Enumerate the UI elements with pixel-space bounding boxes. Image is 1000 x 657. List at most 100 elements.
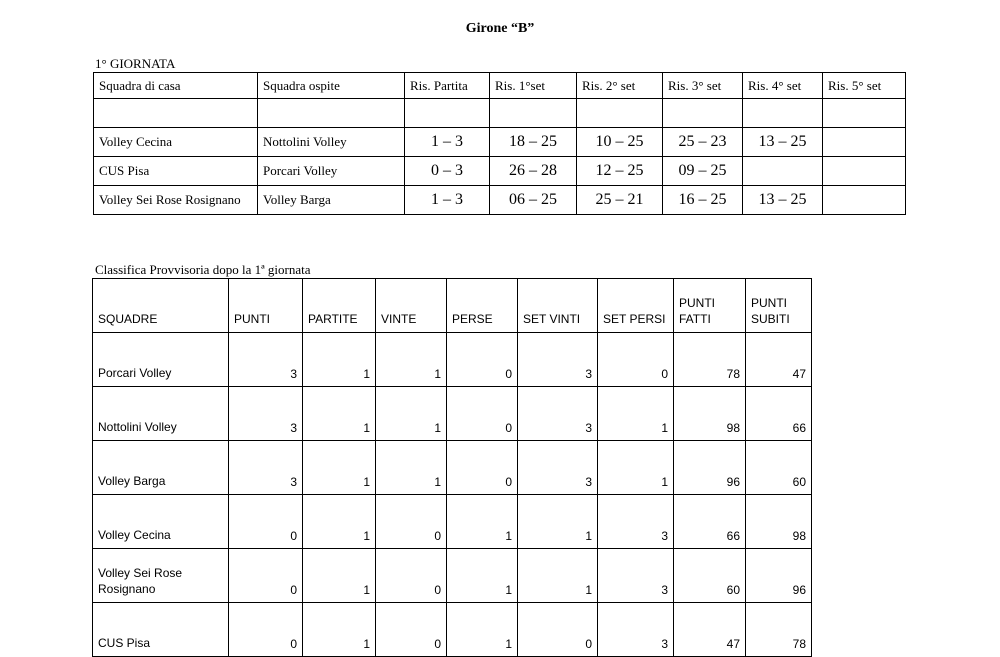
stat-cell: 0 bbox=[446, 386, 518, 441]
stat-cell: 3 bbox=[597, 548, 674, 603]
score-cell bbox=[742, 156, 823, 186]
stat-cell: 0 bbox=[375, 494, 447, 549]
stat-cell: 3 bbox=[517, 386, 598, 441]
score-cell: 06 – 25 bbox=[489, 185, 577, 215]
stat-cell: 3 bbox=[228, 386, 303, 441]
stat-cell: 78 bbox=[745, 602, 812, 657]
column-header: Ris. 3° set bbox=[662, 72, 743, 99]
page-title: Girone “B” bbox=[465, 21, 535, 36]
stat-cell: 1 bbox=[302, 494, 376, 549]
team-cell: Volley Cecina bbox=[93, 127, 258, 157]
score-cell: 18 – 25 bbox=[489, 127, 577, 157]
team-cell: Volley Barga bbox=[257, 185, 405, 215]
table-row: CUS Pisa Porcari Volley 0 – 3 26 – 28 12 – 2… bbox=[93, 156, 906, 186]
column-header: PARTITE bbox=[302, 278, 376, 333]
stat-cell: 1 bbox=[375, 332, 447, 387]
table-row: Volley Barga 3 1 1 0 3 1 96 60 bbox=[92, 440, 812, 495]
column-header: SET VINTI bbox=[517, 278, 598, 333]
table-row bbox=[93, 98, 906, 128]
column-header: PUNTI SUBITI bbox=[745, 278, 812, 333]
stat-cell: 0 bbox=[228, 548, 303, 603]
score-cell: 26 – 28 bbox=[489, 156, 577, 186]
team-cell: Porcari Volley bbox=[92, 332, 229, 387]
table-row: Volley Sei Rose Rosignano Volley Barga 1 –… bbox=[93, 185, 906, 215]
standings-table: SQUADRE PUNTI PARTITE VINTE PERSE SET VINTI SE… bbox=[92, 278, 812, 657]
stat-cell: 98 bbox=[673, 386, 746, 441]
team-cell: CUS Pisa bbox=[92, 602, 229, 657]
score-cell: 1 – 3 bbox=[404, 185, 490, 215]
results-header-row: Squadra di casa Squadra ospite Ris. Partit… bbox=[93, 72, 906, 99]
table-row: Nottolini Volley 3 1 1 0 3 1 98 66 bbox=[92, 386, 812, 441]
team-cell: Volley Sei Rose Rosignano bbox=[92, 548, 229, 603]
stat-cell: 47 bbox=[745, 332, 812, 387]
score-cell: 13 – 25 bbox=[742, 185, 823, 215]
score-cell bbox=[822, 127, 906, 157]
stat-cell: 1 bbox=[302, 602, 376, 657]
stat-cell: 1 bbox=[302, 332, 376, 387]
score-cell bbox=[489, 98, 577, 128]
column-header: Squadra ospite bbox=[257, 72, 405, 99]
team-cell: CUS Pisa bbox=[93, 156, 258, 186]
stat-cell: 1 bbox=[302, 440, 376, 495]
score-cell: 16 – 25 bbox=[662, 185, 743, 215]
stat-cell: 0 bbox=[446, 440, 518, 495]
stat-cell: 0 bbox=[446, 332, 518, 387]
stat-cell: 1 bbox=[597, 440, 674, 495]
team-cell: Volley Cecina bbox=[92, 494, 229, 549]
column-header: Ris. 2° set bbox=[576, 72, 663, 99]
stat-cell: 1 bbox=[302, 386, 376, 441]
column-header: Ris. 5° set bbox=[822, 72, 906, 99]
stat-cell: 47 bbox=[673, 602, 746, 657]
column-header: SET PERSI bbox=[597, 278, 674, 333]
table-row: Volley Cecina 0 1 0 1 1 3 66 98 bbox=[92, 494, 812, 549]
score-cell bbox=[822, 156, 906, 186]
team-cell: Volley Barga bbox=[92, 440, 229, 495]
stat-cell: 98 bbox=[745, 494, 812, 549]
stat-cell: 1 bbox=[446, 494, 518, 549]
stat-cell: 0 bbox=[375, 602, 447, 657]
score-cell bbox=[576, 98, 663, 128]
column-header: PUNTI FATTI bbox=[673, 278, 746, 333]
stat-cell: 3 bbox=[517, 440, 598, 495]
team-cell bbox=[257, 98, 405, 128]
stat-cell: 3 bbox=[517, 332, 598, 387]
score-cell: 25 – 23 bbox=[662, 127, 743, 157]
stat-cell: 60 bbox=[673, 548, 746, 603]
team-cell: Nottolini Volley bbox=[92, 386, 229, 441]
stat-cell: 66 bbox=[673, 494, 746, 549]
score-cell bbox=[822, 98, 906, 128]
column-header: SQUADRE bbox=[92, 278, 229, 333]
score-cell: 13 – 25 bbox=[742, 127, 823, 157]
stat-cell: 1 bbox=[375, 386, 447, 441]
column-header: Ris. 4° set bbox=[742, 72, 823, 99]
stat-cell: 1 bbox=[517, 548, 598, 603]
score-cell bbox=[822, 185, 906, 215]
stat-cell: 78 bbox=[673, 332, 746, 387]
classifica-label: Classifica Provvisoria dopo la 1ª giorna… bbox=[95, 262, 311, 277]
score-cell: 10 – 25 bbox=[576, 127, 663, 157]
standings-header-row: SQUADRE PUNTI PARTITE VINTE PERSE SET VINTI SE… bbox=[92, 278, 812, 333]
team-cell: Nottolini Volley bbox=[257, 127, 405, 157]
score-cell bbox=[742, 98, 823, 128]
stat-cell: 1 bbox=[517, 494, 598, 549]
team-cell: Volley Sei Rose Rosignano bbox=[93, 185, 258, 215]
stat-cell: 1 bbox=[446, 602, 518, 657]
stat-cell: 66 bbox=[745, 386, 812, 441]
stat-cell: 1 bbox=[446, 548, 518, 603]
stat-cell: 0 bbox=[228, 494, 303, 549]
stat-cell: 3 bbox=[597, 602, 674, 657]
score-cell: 25 – 21 bbox=[576, 185, 663, 215]
score-cell bbox=[662, 98, 743, 128]
stat-cell: 3 bbox=[228, 440, 303, 495]
stat-cell: 0 bbox=[375, 548, 447, 603]
team-cell bbox=[93, 98, 258, 128]
stat-cell: 60 bbox=[745, 440, 812, 495]
column-header: Ris. Partita bbox=[404, 72, 490, 99]
stat-cell: 1 bbox=[375, 440, 447, 495]
table-row: Volley Cecina Nottolini Volley 1 – 3 18 – 2… bbox=[93, 127, 906, 157]
column-header: Squadra di casa bbox=[93, 72, 258, 99]
stat-cell: 3 bbox=[228, 332, 303, 387]
column-header: VINTE bbox=[375, 278, 447, 333]
table-row: Porcari Volley 3 1 1 0 3 0 78 47 bbox=[92, 332, 812, 387]
column-header: PERSE bbox=[446, 278, 518, 333]
